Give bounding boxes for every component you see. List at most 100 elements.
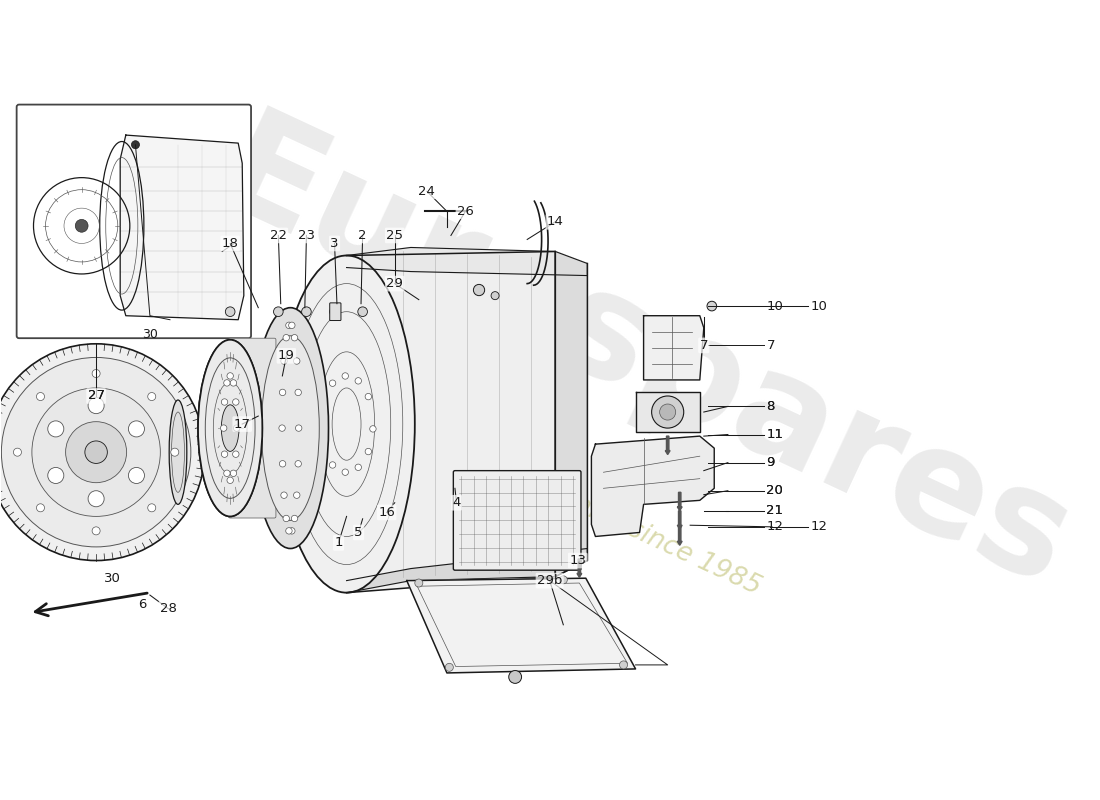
Circle shape bbox=[342, 373, 349, 379]
Circle shape bbox=[330, 307, 339, 317]
Circle shape bbox=[329, 380, 336, 386]
Text: 28: 28 bbox=[160, 602, 177, 615]
Circle shape bbox=[75, 219, 88, 232]
FancyArrow shape bbox=[678, 510, 682, 530]
Circle shape bbox=[358, 307, 367, 317]
Circle shape bbox=[283, 515, 289, 522]
Text: 20: 20 bbox=[767, 484, 783, 498]
Circle shape bbox=[651, 396, 684, 428]
Circle shape bbox=[280, 492, 287, 498]
FancyBboxPatch shape bbox=[453, 470, 581, 570]
Circle shape bbox=[292, 515, 298, 522]
Circle shape bbox=[286, 322, 293, 329]
Circle shape bbox=[329, 462, 336, 468]
Circle shape bbox=[13, 448, 22, 456]
Text: 20: 20 bbox=[767, 484, 783, 498]
Circle shape bbox=[365, 448, 372, 454]
Text: 26: 26 bbox=[456, 205, 474, 218]
Circle shape bbox=[36, 393, 44, 401]
FancyArrow shape bbox=[678, 527, 682, 546]
Circle shape bbox=[221, 451, 228, 458]
Text: 10: 10 bbox=[767, 299, 783, 313]
Polygon shape bbox=[346, 251, 556, 593]
Circle shape bbox=[295, 461, 301, 467]
Text: 29b: 29b bbox=[537, 574, 562, 587]
Circle shape bbox=[279, 350, 293, 362]
Text: 27: 27 bbox=[88, 390, 104, 402]
Circle shape bbox=[288, 528, 295, 534]
Circle shape bbox=[288, 322, 295, 329]
Circle shape bbox=[274, 307, 283, 317]
Text: 11: 11 bbox=[767, 428, 783, 441]
Text: 6: 6 bbox=[138, 598, 146, 611]
Circle shape bbox=[317, 421, 323, 427]
Circle shape bbox=[227, 373, 233, 379]
Polygon shape bbox=[120, 135, 244, 320]
FancyArrow shape bbox=[666, 436, 670, 454]
Text: 30: 30 bbox=[142, 328, 157, 341]
Text: 16: 16 bbox=[378, 506, 395, 519]
Circle shape bbox=[85, 441, 108, 463]
Circle shape bbox=[295, 389, 301, 396]
Circle shape bbox=[491, 292, 499, 300]
Text: 8: 8 bbox=[767, 400, 774, 413]
Circle shape bbox=[230, 470, 236, 477]
Circle shape bbox=[320, 444, 327, 450]
Circle shape bbox=[47, 467, 64, 483]
Text: 24: 24 bbox=[418, 185, 436, 198]
Polygon shape bbox=[407, 578, 636, 673]
Circle shape bbox=[129, 421, 144, 437]
FancyArrow shape bbox=[678, 492, 682, 510]
Ellipse shape bbox=[262, 336, 319, 521]
Circle shape bbox=[619, 661, 627, 669]
Circle shape bbox=[355, 464, 362, 470]
Circle shape bbox=[355, 378, 362, 384]
Text: 25: 25 bbox=[386, 229, 404, 242]
Text: 11: 11 bbox=[767, 428, 783, 441]
Text: 29: 29 bbox=[386, 277, 404, 290]
Circle shape bbox=[1, 358, 190, 547]
Text: 7: 7 bbox=[767, 339, 774, 352]
Circle shape bbox=[296, 425, 301, 431]
Text: Eurospares: Eurospares bbox=[196, 101, 1091, 618]
Circle shape bbox=[286, 528, 293, 534]
Ellipse shape bbox=[169, 400, 187, 504]
Text: 2: 2 bbox=[359, 229, 367, 242]
Circle shape bbox=[279, 389, 286, 396]
Circle shape bbox=[370, 426, 376, 432]
Text: 14: 14 bbox=[547, 215, 563, 228]
Polygon shape bbox=[346, 247, 587, 275]
Text: 23: 23 bbox=[298, 229, 315, 242]
Ellipse shape bbox=[221, 405, 239, 451]
FancyBboxPatch shape bbox=[229, 338, 276, 518]
Circle shape bbox=[294, 492, 300, 498]
Polygon shape bbox=[346, 549, 587, 593]
Text: 19: 19 bbox=[278, 350, 295, 362]
Circle shape bbox=[88, 398, 104, 414]
Circle shape bbox=[223, 470, 230, 477]
Circle shape bbox=[446, 663, 453, 671]
Text: 8: 8 bbox=[767, 400, 774, 413]
Circle shape bbox=[415, 579, 422, 587]
Ellipse shape bbox=[198, 340, 262, 516]
FancyBboxPatch shape bbox=[330, 303, 341, 321]
Text: 12: 12 bbox=[767, 520, 783, 534]
Text: 13: 13 bbox=[570, 554, 586, 567]
Text: 21: 21 bbox=[767, 504, 783, 518]
Circle shape bbox=[129, 467, 144, 483]
Text: 22: 22 bbox=[270, 229, 287, 242]
Circle shape bbox=[342, 469, 349, 475]
Text: 4: 4 bbox=[452, 496, 461, 510]
Text: 27: 27 bbox=[88, 390, 104, 402]
Circle shape bbox=[279, 425, 285, 431]
Text: 1: 1 bbox=[334, 536, 343, 550]
Text: 9: 9 bbox=[767, 456, 774, 469]
Text: 17: 17 bbox=[233, 418, 251, 430]
Polygon shape bbox=[592, 436, 714, 537]
Polygon shape bbox=[556, 251, 587, 577]
Circle shape bbox=[473, 285, 485, 296]
Circle shape bbox=[226, 307, 235, 317]
Text: 9: 9 bbox=[767, 456, 774, 469]
Ellipse shape bbox=[278, 255, 415, 593]
Circle shape bbox=[292, 334, 298, 341]
